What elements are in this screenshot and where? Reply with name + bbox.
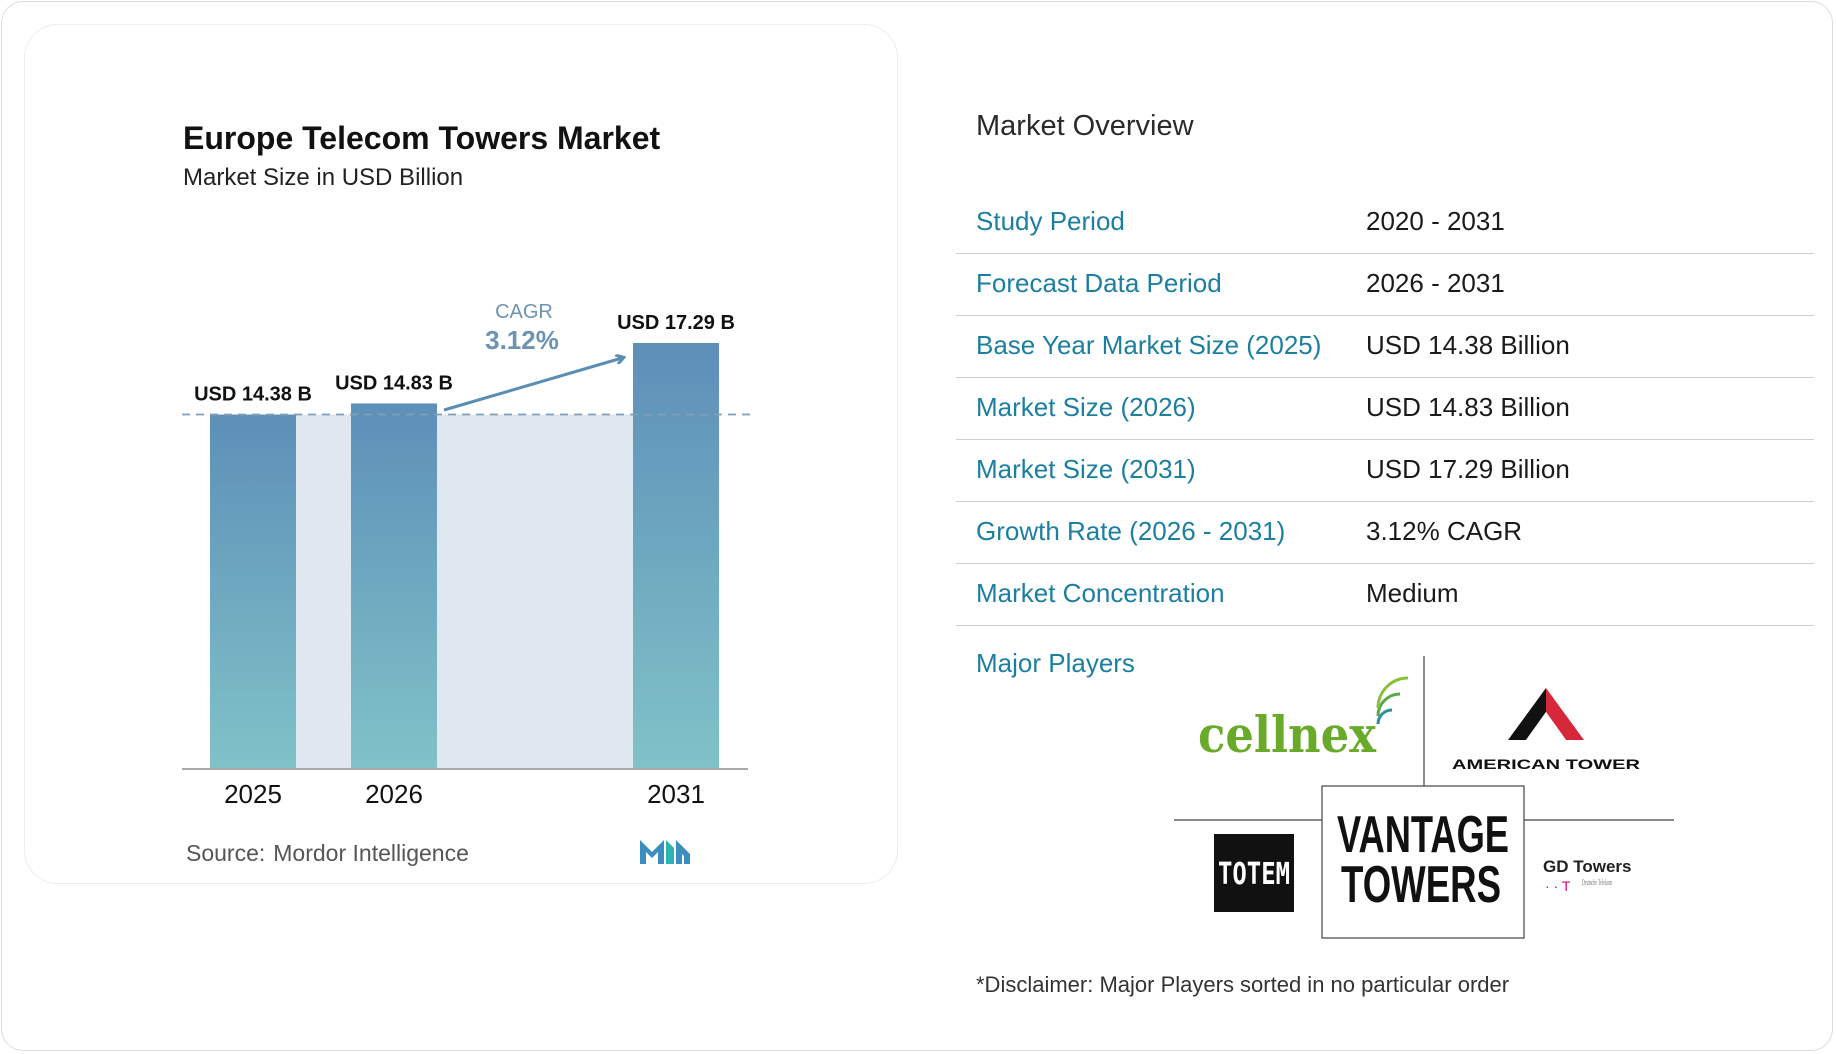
mordor-intelligence-logo bbox=[640, 840, 690, 864]
x-tick-label: 2025 bbox=[224, 779, 282, 809]
svg-text:cellnex: cellnex bbox=[1198, 705, 1377, 764]
row-label: Market Size (2026) bbox=[976, 392, 1196, 422]
gd-towers-logo: GD Towers · · T Deutsche Telekom bbox=[1543, 857, 1631, 894]
bar-2026 bbox=[351, 403, 437, 768]
source-value: Mordor Intelligence bbox=[273, 840, 469, 866]
row-value: 3.12% CAGR bbox=[1366, 516, 1523, 546]
overview-row: Market Size (2026) USD 14.83 Billion bbox=[956, 378, 1814, 440]
row-label: Market Size (2031) bbox=[976, 454, 1196, 484]
bar-chart: USD 14.38 B USD 14.83 B USD 17.29 B 2025 20… bbox=[182, 301, 752, 809]
svg-text:· · T: · · T bbox=[1545, 878, 1571, 894]
svg-text:VANTAGE: VANTAGE bbox=[1337, 806, 1509, 864]
svg-text:TOWERS: TOWERS bbox=[1341, 856, 1501, 914]
totem-logo: TOTEM bbox=[1214, 834, 1294, 912]
bar-value-label: USD 14.38 B bbox=[194, 384, 312, 406]
x-tick-label: 2026 bbox=[365, 779, 423, 809]
overview-row: Base Year Market Size (2025) USD 14.38 B… bbox=[956, 316, 1814, 378]
overview-row: Growth Rate (2026 - 2031) 3.12% CAGR bbox=[956, 502, 1814, 564]
row-value: 2026 - 2031 bbox=[1366, 268, 1505, 298]
chart-subtitle: Market Size in USD Billion bbox=[183, 164, 464, 191]
bar-value-label: USD 17.29 B bbox=[617, 312, 735, 334]
row-label: Market Concentration bbox=[976, 578, 1225, 608]
overview-row: Market Size (2031) USD 17.29 Billion bbox=[956, 440, 1814, 502]
vantage-towers-logo: VANTAGE TOWERS bbox=[1337, 806, 1509, 914]
disclaimer: *Disclaimer: Major Players sorted in no … bbox=[976, 972, 1510, 997]
overview-row: Forecast Data Period 2026 - 2031 bbox=[956, 254, 1814, 316]
cagr-value: 3.12% bbox=[485, 325, 559, 355]
row-value: USD 14.38 Billion bbox=[1366, 330, 1570, 360]
svg-text:Deutsche Telekom: Deutsche Telekom bbox=[1582, 878, 1612, 887]
major-players-label: Major Players bbox=[976, 648, 1135, 678]
row-label: Forecast Data Period bbox=[976, 268, 1222, 298]
cagr-arrow bbox=[443, 358, 622, 412]
overview-row: Study Period 2020 - 2031 bbox=[956, 192, 1814, 254]
row-value: Medium bbox=[1366, 578, 1459, 608]
bar-2025 bbox=[210, 414, 296, 768]
x-tick-label: 2031 bbox=[647, 779, 705, 809]
cagr-label: CAGR bbox=[495, 301, 553, 323]
row-label: Base Year Market Size (2025) bbox=[976, 330, 1322, 360]
chart-title: Europe Telecom Towers Market bbox=[183, 120, 661, 156]
row-value: USD 14.83 Billion bbox=[1366, 392, 1570, 422]
row-value: 2020 - 2031 bbox=[1366, 206, 1505, 236]
overview-title: Market Overview bbox=[976, 110, 1194, 142]
svg-text:AMERICAN TOWER: AMERICAN TOWER bbox=[1452, 756, 1640, 772]
source-label: Source: bbox=[186, 840, 266, 866]
svg-text:GD Towers: GD Towers bbox=[1543, 857, 1631, 876]
row-label: Study Period bbox=[976, 206, 1125, 236]
row-value: USD 17.29 Billion bbox=[1366, 454, 1570, 484]
overview-row: Market Concentration Medium bbox=[956, 564, 1814, 626]
row-label: Growth Rate (2026 - 2031) bbox=[976, 516, 1286, 546]
overview-table: Study Period 2020 - 2031 Forecast Data P… bbox=[956, 192, 1814, 626]
source-line: Source: Mordor Intelligence bbox=[186, 840, 469, 867]
bar-value-label: USD 14.83 B bbox=[335, 372, 453, 394]
svg-text:TOTEM: TOTEM bbox=[1218, 857, 1290, 892]
cellnex-logo: cellnex bbox=[1198, 676, 1409, 764]
american-tower-logo: AMERICAN TOWER bbox=[1452, 688, 1640, 772]
